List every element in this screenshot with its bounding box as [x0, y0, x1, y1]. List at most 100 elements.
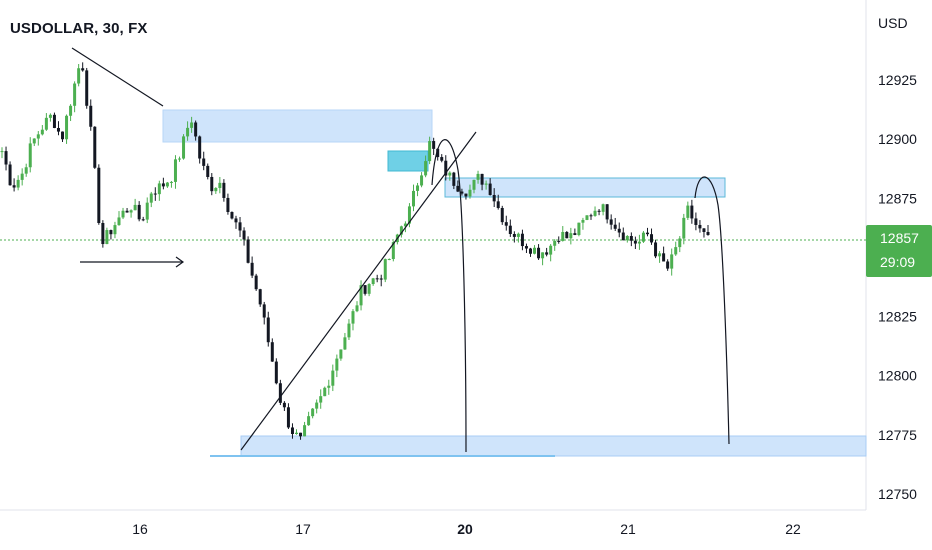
candle-down: [565, 231, 569, 239]
candle-up: [69, 105, 73, 116]
rising-trend-line[interactable]: [240, 131, 477, 451]
price-tick-label: 12750: [878, 486, 917, 502]
candle-up: [581, 219, 585, 223]
candle-up: [28, 143, 32, 168]
candle-up: [391, 242, 395, 260]
candle-down: [617, 228, 621, 233]
candle-down: [222, 182, 226, 198]
time-tick-label: 17: [295, 521, 311, 537]
curve-projection-1[interactable]: [431, 139, 467, 453]
candle-down: [4, 151, 8, 165]
candle-up: [303, 425, 307, 437]
candle-up: [117, 217, 121, 226]
candle-up: [355, 305, 359, 312]
candle-down: [537, 247, 541, 259]
candle-down: [246, 239, 250, 263]
candle-up: [351, 311, 355, 324]
candle-up: [73, 83, 77, 106]
candle-down: [520, 233, 524, 247]
candle-up: [468, 189, 472, 197]
time-axis[interactable]: 16 17 20 21 22: [132, 521, 801, 537]
candle-up: [387, 259, 391, 261]
candle-up: [424, 161, 428, 176]
candle-up: [569, 233, 573, 239]
candle-down: [125, 210, 129, 213]
candle-up: [20, 173, 24, 180]
candle-up: [476, 173, 480, 180]
candle-up: [416, 185, 420, 191]
candle-down: [690, 205, 694, 219]
candle-down: [508, 225, 512, 235]
supply-zone-small[interactable]: [387, 150, 429, 172]
candle-up: [383, 259, 387, 280]
candle-down: [286, 407, 290, 428]
candle-up: [625, 235, 629, 241]
trend-line-top-left[interactable]: [71, 47, 164, 107]
candle-down: [706, 231, 710, 235]
candle-up: [295, 432, 299, 435]
price-tick-label: 12925: [878, 72, 917, 88]
candle-up: [641, 232, 645, 242]
candle-down: [464, 193, 468, 197]
candle-down: [61, 131, 65, 140]
candle-up: [36, 134, 40, 139]
price-tick-label: 12875: [878, 190, 917, 206]
candle-up: [682, 217, 686, 239]
supply-zone-left[interactable]: [162, 109, 433, 143]
candle-up: [149, 193, 153, 203]
candle-down: [512, 234, 516, 237]
time-tick-label: 20: [457, 521, 473, 537]
candle-up: [129, 210, 133, 213]
candle-down: [85, 70, 89, 106]
candle-down: [266, 317, 270, 343]
curve-projection-2[interactable]: [694, 176, 730, 445]
candle-down: [702, 228, 706, 232]
candle-up: [428, 141, 432, 162]
candle-up: [472, 179, 476, 190]
candle-down: [500, 207, 504, 223]
candle-down: [605, 204, 609, 220]
price-tick-label: 12800: [878, 368, 917, 384]
candle-up: [549, 245, 553, 255]
candle-down: [666, 261, 670, 269]
candle-down: [234, 218, 238, 223]
candle-down: [198, 136, 202, 159]
candle-up: [335, 358, 339, 371]
price-tick-label: 12900: [878, 131, 917, 147]
candle-up: [343, 337, 347, 350]
candle-down: [650, 234, 654, 243]
candle-up: [339, 349, 343, 359]
candle-down: [262, 304, 266, 318]
candle-up: [686, 205, 690, 218]
candle-down: [52, 114, 56, 128]
candle-up: [561, 231, 565, 241]
candle-up: [182, 136, 186, 159]
candle-down: [633, 240, 637, 244]
candle-up: [484, 183, 488, 185]
candle-down: [97, 167, 101, 223]
candle-down: [545, 252, 549, 255]
candle-up: [420, 175, 424, 186]
arrow-head: [175, 256, 185, 268]
candle-down: [432, 141, 436, 149]
candle-up: [533, 247, 537, 254]
candle-up: [637, 241, 641, 244]
candle-up: [307, 416, 311, 426]
bar-countdown: 29:09: [880, 254, 916, 270]
supply-zone-right[interactable]: [444, 177, 726, 198]
candle-up: [678, 238, 682, 248]
demand-zone-bottom[interactable]: [240, 435, 867, 457]
candle-down: [496, 201, 500, 208]
candle-down: [242, 230, 246, 240]
candle-up: [173, 159, 177, 182]
candle-down: [613, 224, 617, 229]
candle-down: [8, 164, 12, 186]
candle-down: [480, 173, 484, 185]
candle-up: [367, 284, 371, 294]
price-axis[interactable]: 1292512900128751285012825128001277512750: [878, 72, 917, 502]
candle-up: [541, 252, 545, 259]
candle-down: [206, 165, 210, 177]
candle-down: [609, 219, 613, 225]
candle-down: [270, 342, 274, 362]
